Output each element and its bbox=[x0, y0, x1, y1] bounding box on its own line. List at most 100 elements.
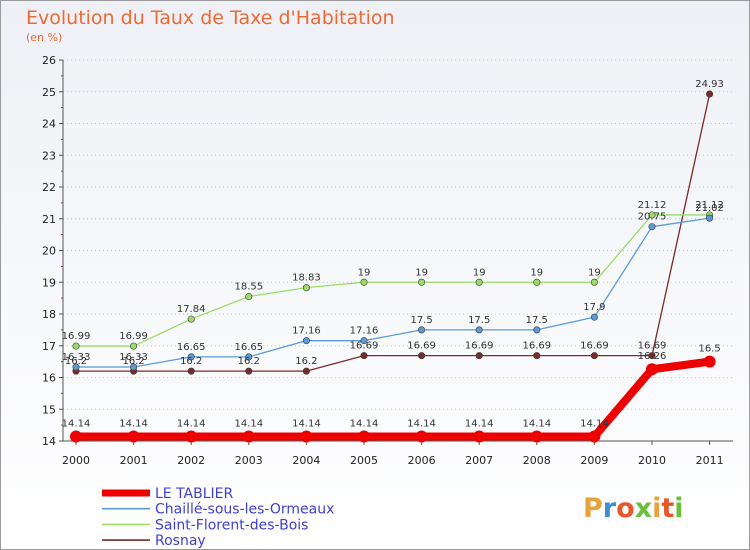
data-label: 19 bbox=[588, 267, 601, 278]
data-point bbox=[646, 363, 658, 376]
data-point bbox=[72, 363, 80, 371]
data-point bbox=[360, 352, 368, 360]
logo-letter: r bbox=[603, 493, 617, 524]
data-point bbox=[245, 293, 253, 301]
data-point bbox=[415, 430, 428, 443]
chart-title: Evolution du Taux de Taxe d'Habitation bbox=[26, 7, 395, 29]
x-tick-label: 2004 bbox=[292, 454, 320, 467]
series-line bbox=[75, 214, 711, 347]
data-label: 14.14 bbox=[522, 419, 551, 430]
data-point bbox=[130, 342, 138, 350]
data-point bbox=[703, 355, 716, 368]
y-tick-label: 20 bbox=[42, 245, 56, 258]
data-label: 18.55 bbox=[234, 282, 263, 293]
data-label: 17.9 bbox=[583, 302, 605, 313]
legend-label: Chaillé-sous-les-Ormeaux bbox=[155, 502, 334, 518]
data-label: 14.14 bbox=[62, 419, 91, 430]
x-tick-label: 2005 bbox=[350, 454, 378, 467]
data-label: 14.14 bbox=[292, 419, 321, 430]
series-line bbox=[72, 357, 714, 441]
data-point bbox=[706, 214, 714, 222]
data-label: 16.69 bbox=[465, 341, 494, 352]
data-label: 14.14 bbox=[119, 419, 148, 430]
data-point bbox=[475, 352, 483, 360]
data-label: 16.5 bbox=[698, 344, 720, 355]
data-label: 16.2 bbox=[180, 356, 202, 367]
x-tick-label: 2003 bbox=[235, 454, 263, 467]
data-point bbox=[418, 326, 426, 334]
data-label: 19 bbox=[415, 267, 428, 278]
x-tick-label: 2002 bbox=[177, 454, 205, 467]
x-tick-label: 2011 bbox=[696, 454, 724, 467]
x-tick-label: 2007 bbox=[465, 454, 493, 467]
data-label: 14.14 bbox=[177, 419, 206, 430]
data-label: 17.5 bbox=[410, 315, 432, 326]
data-point bbox=[245, 367, 253, 375]
data-label: 16.69 bbox=[580, 341, 609, 352]
data-point bbox=[245, 353, 253, 361]
logo-letter: i bbox=[674, 493, 683, 524]
data-point bbox=[533, 326, 541, 334]
data-label: 16.2 bbox=[295, 356, 317, 367]
data-point bbox=[590, 352, 598, 360]
data-point bbox=[648, 211, 656, 219]
data-label: 19 bbox=[473, 267, 486, 278]
data-label: 18.83 bbox=[292, 273, 321, 284]
data-point bbox=[706, 90, 714, 98]
data-point bbox=[187, 315, 195, 323]
data-label: 16.99 bbox=[62, 331, 91, 342]
data-point bbox=[302, 284, 310, 292]
proxiti-logo: Proxiti bbox=[583, 493, 684, 524]
data-label: 16.33 bbox=[119, 352, 148, 363]
data-label: 16.69 bbox=[638, 341, 667, 352]
data-point bbox=[533, 352, 541, 360]
legend-label: Saint-Florent-des-Bois bbox=[155, 517, 308, 533]
x-tick-label: 2010 bbox=[638, 454, 666, 467]
data-label: 14.14 bbox=[350, 419, 379, 430]
chart-unit: (en %) bbox=[26, 31, 62, 44]
data-label: 14.14 bbox=[234, 419, 263, 430]
data-point bbox=[242, 430, 255, 443]
data-point bbox=[418, 352, 426, 360]
data-label: 21.12 bbox=[695, 200, 724, 211]
data-point bbox=[473, 430, 486, 443]
logo-letter: i bbox=[652, 493, 661, 524]
data-label: 16.65 bbox=[177, 342, 206, 353]
logo-letter: o bbox=[616, 493, 635, 524]
data-label: 21.02 bbox=[695, 203, 724, 214]
data-label: 16.99 bbox=[119, 331, 148, 342]
data-point bbox=[185, 430, 198, 443]
data-label: 14.14 bbox=[465, 419, 494, 430]
y-tick-label: 26 bbox=[42, 54, 56, 67]
plot-area bbox=[70, 90, 716, 443]
y-tick-label: 14 bbox=[42, 435, 56, 448]
data-label: 14.14 bbox=[407, 419, 436, 430]
data-label: 16.69 bbox=[522, 341, 551, 352]
data-point bbox=[302, 337, 310, 345]
data-point bbox=[648, 223, 656, 231]
y-tick-label: 21 bbox=[42, 213, 56, 226]
data-label: 16.2 bbox=[65, 356, 87, 367]
series-line bbox=[75, 217, 711, 368]
data-point bbox=[360, 337, 368, 345]
x-tick-label: 2009 bbox=[580, 454, 608, 467]
y-tick-label: 15 bbox=[42, 403, 56, 416]
data-label: 19 bbox=[530, 267, 543, 278]
data-label: 17.16 bbox=[292, 326, 321, 337]
series-line bbox=[75, 93, 711, 372]
legend: LE TABLIERChaillé-sous-les-OrmeauxSaint-… bbox=[102, 486, 334, 549]
data-label: 16.69 bbox=[350, 341, 379, 352]
y-tick-label: 25 bbox=[42, 86, 56, 99]
data-label: 16.65 bbox=[234, 342, 263, 353]
data-point bbox=[588, 430, 601, 443]
data-label: 17.16 bbox=[350, 326, 379, 337]
data-point bbox=[590, 313, 598, 321]
data-point bbox=[302, 367, 310, 375]
legend-label: Rosnay bbox=[155, 533, 206, 549]
data-point bbox=[475, 278, 483, 286]
data-point bbox=[530, 430, 543, 443]
data-label: 17.84 bbox=[177, 304, 206, 315]
x-tick-label: 2001 bbox=[120, 454, 148, 467]
x-tick-label: 2008 bbox=[523, 454, 551, 467]
